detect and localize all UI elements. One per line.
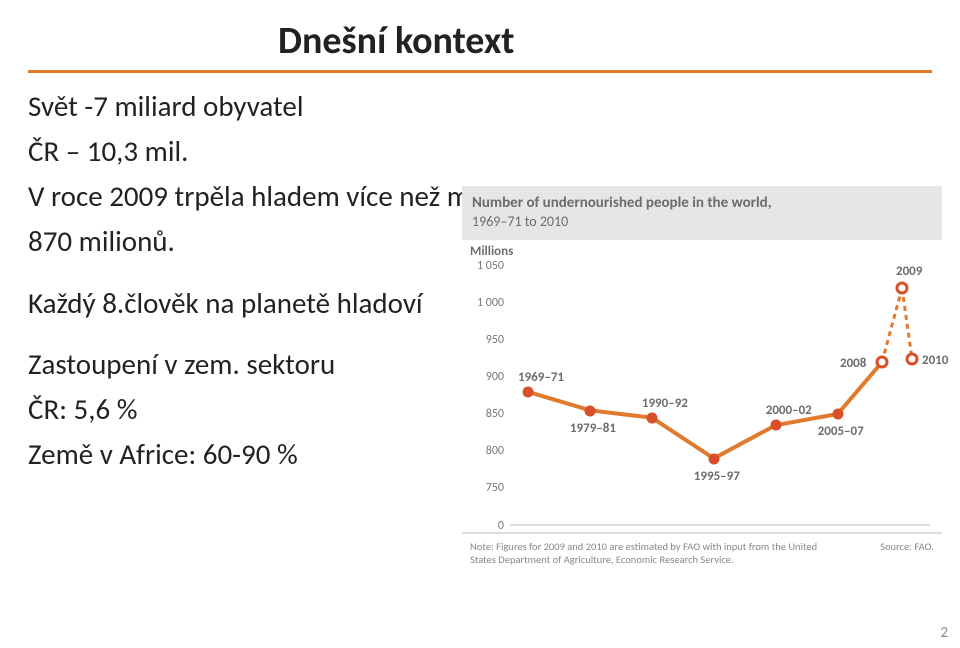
- data-point: [906, 352, 919, 365]
- data-point: [523, 387, 534, 398]
- data-point: [646, 412, 657, 423]
- data-point: [584, 405, 595, 416]
- chart-plot: 07508008509009501 0001 0501969–711979–81…: [510, 266, 930, 526]
- point-label: 1969–71: [518, 370, 564, 385]
- data-point: [896, 282, 909, 295]
- point-label: 1995–97: [694, 469, 740, 484]
- y-tick: 850: [470, 407, 504, 421]
- page-number: 2: [940, 624, 948, 642]
- chart-source: Source: FAO.: [880, 540, 934, 553]
- y-tick: 1 000: [470, 296, 504, 310]
- y-tick: 1 050: [470, 259, 504, 273]
- data-point: [876, 356, 889, 369]
- chart-header: Number of undernourished people in the w…: [462, 186, 942, 240]
- chart-subtitle: 1969–71 to 2010: [472, 213, 932, 231]
- title-rule: [28, 70, 932, 73]
- chart-note: Note: Figures for 2009 and 2010 are esti…: [470, 540, 830, 566]
- line-2: ČR – 10,3 mil.: [28, 132, 932, 171]
- line-5: Každý 8.člověk na planetě hladoví: [28, 284, 448, 323]
- chart-area: Millions 07508008509009501 0001 0501969–…: [462, 240, 942, 570]
- chart-title: Number of undernourished people in the w…: [472, 194, 932, 213]
- point-label: 1979–81: [570, 421, 616, 436]
- slide-title: Dnešní kontext: [278, 18, 932, 64]
- point-label: 2010: [922, 353, 948, 368]
- y-tick: 950: [470, 333, 504, 347]
- y-tick: 800: [470, 444, 504, 458]
- point-label: 2009: [896, 264, 922, 279]
- point-label: 2000–02: [766, 403, 812, 418]
- point-label: 2008: [840, 356, 866, 371]
- y-tick: 900: [470, 370, 504, 384]
- data-point: [770, 420, 781, 431]
- data-point: [832, 409, 843, 420]
- chart-footer: Note: Figures for 2009 and 2010 are esti…: [462, 532, 942, 570]
- point-label: 1990–92: [642, 396, 688, 411]
- y-axis-label: Millions: [470, 244, 513, 259]
- point-label: 2005–07: [818, 424, 864, 439]
- y-tick: 750: [470, 481, 504, 495]
- chart-lines: [510, 266, 930, 526]
- data-point: [708, 453, 719, 464]
- line-1: Svět -7 miliard obyvatel: [28, 87, 932, 126]
- slide: Dnešní kontext Svět -7 miliard obyvatel …: [0, 0, 960, 648]
- chart: Number of undernourished people in the w…: [462, 186, 942, 570]
